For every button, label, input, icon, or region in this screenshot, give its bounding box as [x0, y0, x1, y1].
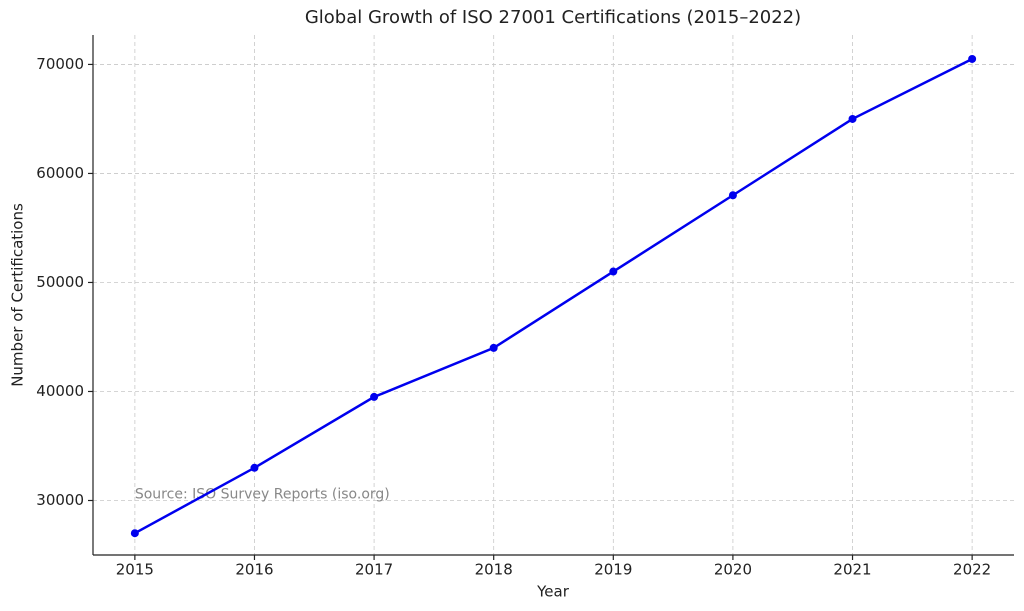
annotation: Source: ISO Survey Reports (iso.org): [135, 486, 390, 502]
x-tick-label: 2020: [714, 561, 752, 579]
point: [728, 191, 737, 200]
point: [370, 392, 379, 401]
y-tick-label: 60000: [36, 164, 84, 182]
y-tick-label: 30000: [36, 491, 84, 509]
point: [489, 343, 498, 352]
chart-title: Global Growth of ISO 27001 Certification…: [305, 7, 801, 28]
point: [609, 267, 618, 276]
point: [250, 463, 259, 472]
point: [968, 54, 977, 63]
x-tick-label: 2021: [833, 561, 871, 579]
line: [134, 57, 973, 535]
x-tick-label: 2018: [475, 561, 513, 579]
y-tick-label: 50000: [36, 273, 84, 291]
x-tick-label: 2022: [953, 561, 991, 579]
x-axis-label: Year: [536, 583, 570, 601]
point: [130, 529, 139, 538]
x-tick-label: 2017: [355, 561, 393, 579]
y-axis-label: Number of Certifications: [9, 203, 27, 387]
y-tick-label: 70000: [36, 55, 84, 73]
point: [848, 114, 857, 123]
x-tick-label: 2019: [594, 561, 632, 579]
y-tick-label: 40000: [36, 382, 84, 400]
x-tick-label: 2016: [235, 561, 273, 579]
x-tick-label: 2015: [116, 561, 154, 579]
